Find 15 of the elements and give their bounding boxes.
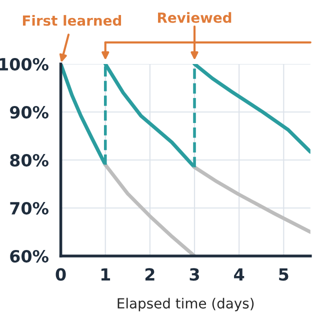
x-tick-label: 3 [190, 268, 199, 281]
line-series [104, 162, 196, 256]
y-tick-label: 80% [10, 154, 48, 167]
y-tick-label: 70% [10, 202, 48, 215]
annotation: Reviewed [158, 12, 232, 23]
x-tick-label: 0 [56, 268, 66, 281]
x-tick-label: 1 [101, 268, 110, 280]
annotation: First learned [22, 15, 122, 26]
y-tick-label: 90% [10, 106, 48, 119]
x-axis-title: Elapsed time (days) [118, 298, 254, 312]
y-tick-label: 60% [10, 250, 48, 263]
x-tick-label: 2 [145, 268, 154, 280]
x-tick-label: 4 [234, 268, 244, 280]
line-series [192, 165, 310, 234]
x-tick-label: 5 [279, 268, 288, 281]
